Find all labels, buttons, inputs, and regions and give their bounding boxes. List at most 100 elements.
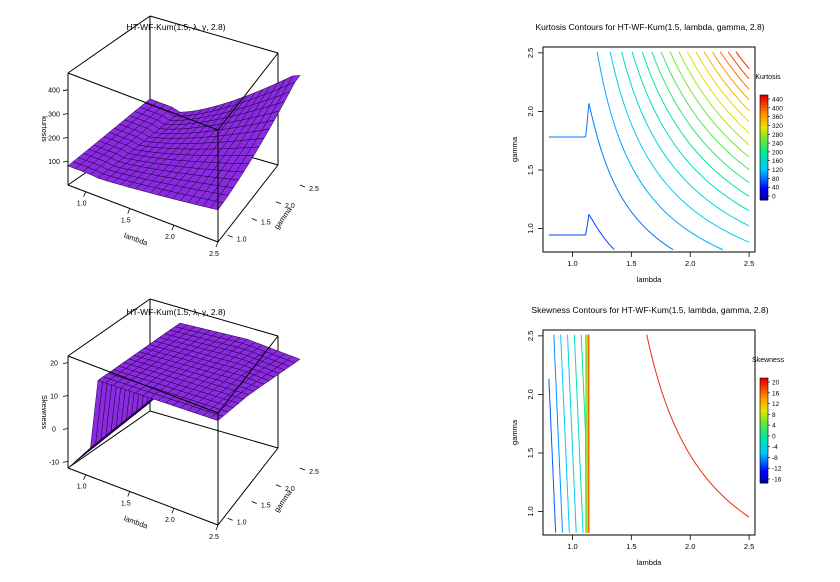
y-axis-label: gamma: [272, 488, 294, 514]
legend-tick-label: 440: [772, 97, 783, 104]
legend-swatch: [760, 192, 768, 196]
z-tick: [62, 89, 69, 92]
legend-swatch: [760, 100, 768, 104]
legend-tick-label: 320: [772, 123, 783, 130]
x-tick: [215, 524, 219, 531]
x-tick: [171, 225, 175, 231]
y-tick: [275, 201, 282, 205]
box-edge: [149, 298, 279, 337]
legend-swatch: [760, 462, 768, 466]
z-tick-label: 10: [50, 394, 58, 401]
x-tick-label: 2.0: [165, 517, 175, 524]
legend-swatch: [760, 441, 768, 445]
contour-line: [711, 51, 750, 101]
y-tick: [227, 517, 233, 521]
y-tick-label: 1.0: [526, 223, 535, 233]
legend-swatch: [760, 451, 768, 455]
x-tick-label: 1.5: [121, 217, 131, 224]
legend-tick-label: -16: [772, 477, 782, 484]
legend-swatch: [760, 181, 768, 185]
box-edge: [217, 335, 279, 414]
legend-swatch: [760, 475, 768, 479]
contour-title: Skewness Contours for HT-WF-Kum(1.5, lam…: [531, 305, 768, 315]
legend-swatch: [760, 406, 768, 410]
box-edge: [67, 467, 219, 526]
surface-facet: [210, 200, 224, 211]
legend-swatch: [760, 380, 768, 384]
legend-title: Kurtosis: [755, 74, 781, 81]
box-edge: [67, 184, 219, 243]
legend-swatch: [760, 189, 768, 193]
x-tick-label: 2.0: [685, 259, 695, 268]
legend-swatch: [760, 448, 768, 452]
contour-line: [687, 51, 750, 134]
legend-swatch: [760, 404, 768, 408]
legend-swatch: [760, 194, 768, 198]
legend-swatch: [760, 391, 768, 395]
z-tick: [62, 428, 69, 430]
y-tick-label: 1.0: [526, 506, 535, 516]
y-tick: [251, 218, 257, 221]
z-tick: [62, 136, 69, 139]
legend-swatch: [760, 438, 768, 442]
legend-tick-label: 20: [772, 380, 780, 387]
legend-swatch: [760, 378, 768, 382]
x-axis-label: lambda: [123, 231, 150, 248]
x-tick-label: 1.0: [77, 484, 87, 491]
legend-tick-label: 0: [772, 194, 776, 201]
legend-swatch: [760, 184, 768, 188]
y-tick-label: 2.5: [526, 48, 535, 58]
contour-line: [719, 51, 750, 90]
legend-tick-label: -12: [772, 466, 782, 473]
legend-tick-label: 120: [772, 167, 783, 174]
box-edge: [67, 355, 219, 414]
contour-line: [651, 51, 750, 184]
y-tick: [275, 484, 282, 488]
legend-swatch: [760, 186, 768, 190]
contour-title: Kurtosis Contours for HT-WF-Kum(1.5, lam…: [535, 22, 764, 32]
contour-line: [660, 51, 750, 170]
legend-swatch: [760, 414, 768, 418]
legend-swatch: [760, 480, 768, 484]
x-tick: [127, 491, 131, 497]
contour-line: [641, 51, 750, 197]
x-tick: [83, 474, 87, 480]
legend-swatch: [760, 467, 768, 471]
legend-swatch: [760, 383, 768, 387]
legend-swatch: [760, 464, 768, 468]
legend-swatch: [760, 446, 768, 450]
x-tick-label: 2.0: [685, 542, 695, 551]
legend-swatch: [760, 158, 768, 162]
legend-tick-label: 0: [772, 433, 776, 440]
legend-tick-label: 16: [772, 390, 780, 397]
x-tick: [83, 191, 87, 197]
contour-line: [669, 51, 750, 158]
legend-frame: [759, 377, 769, 484]
legend-swatch: [760, 163, 768, 167]
legend-tick-label: 8: [772, 412, 776, 419]
legend-swatch: [760, 95, 768, 99]
z-tick-label: -10: [49, 459, 59, 466]
legend-swatch: [760, 152, 768, 156]
x-tick-label: 2.5: [209, 251, 219, 258]
legend-swatch: [760, 401, 768, 405]
contour-line: [678, 51, 750, 146]
legend-swatch: [760, 108, 768, 112]
x-tick-label: 2.5: [744, 542, 754, 551]
box-edge: [217, 447, 279, 526]
z-tick-label: 100: [48, 159, 60, 166]
legend-swatch: [760, 150, 768, 154]
y-tick-label: 2.5: [309, 186, 319, 193]
box-edge: [217, 164, 279, 243]
legend-swatch: [760, 137, 768, 141]
legend-swatch: [760, 147, 768, 151]
legend-swatch: [760, 171, 768, 175]
legend-swatch: [760, 144, 768, 148]
legend-swatch: [760, 102, 768, 106]
z-tick: [62, 395, 69, 397]
contour-line: [567, 334, 577, 533]
legend-tick-label: 400: [772, 105, 783, 112]
legend-swatch: [760, 393, 768, 397]
z-axis-label: kurtosis: [40, 116, 49, 142]
